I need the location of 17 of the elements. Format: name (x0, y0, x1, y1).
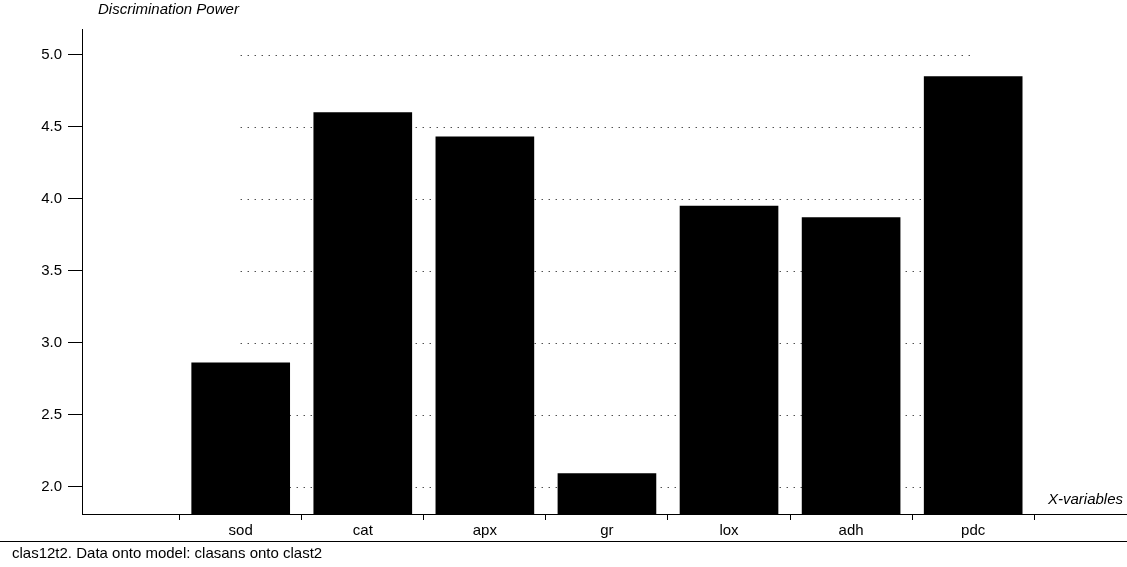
x-axis-title: X-variables (1047, 490, 1123, 507)
y-tick-label: 5.0 (41, 45, 62, 63)
x-tick-label: cat (352, 521, 374, 539)
x-tick-label: lox (719, 521, 740, 539)
x-tick-label: apx (472, 521, 498, 539)
x-tick-label: adh (838, 521, 864, 539)
y-tick-label: 2.0 (41, 476, 62, 494)
y-tick-label: 3.0 (41, 332, 62, 350)
y-tick-label: 4.0 (41, 188, 62, 206)
y-tick-label: 3.5 (41, 260, 62, 278)
x-tick-label: pdc (961, 521, 986, 539)
y-tick-label: 2.5 (41, 404, 62, 422)
y-tick-label: 4.5 (41, 117, 62, 134)
text: clas12t2. Data onto model: clasans onto clast2 (12, 544, 323, 561)
y-axis-title: Discrimination Power (98, 0, 239, 17)
x-tick-label: gr (600, 521, 614, 539)
x-tick-label: sod (228, 521, 253, 539)
